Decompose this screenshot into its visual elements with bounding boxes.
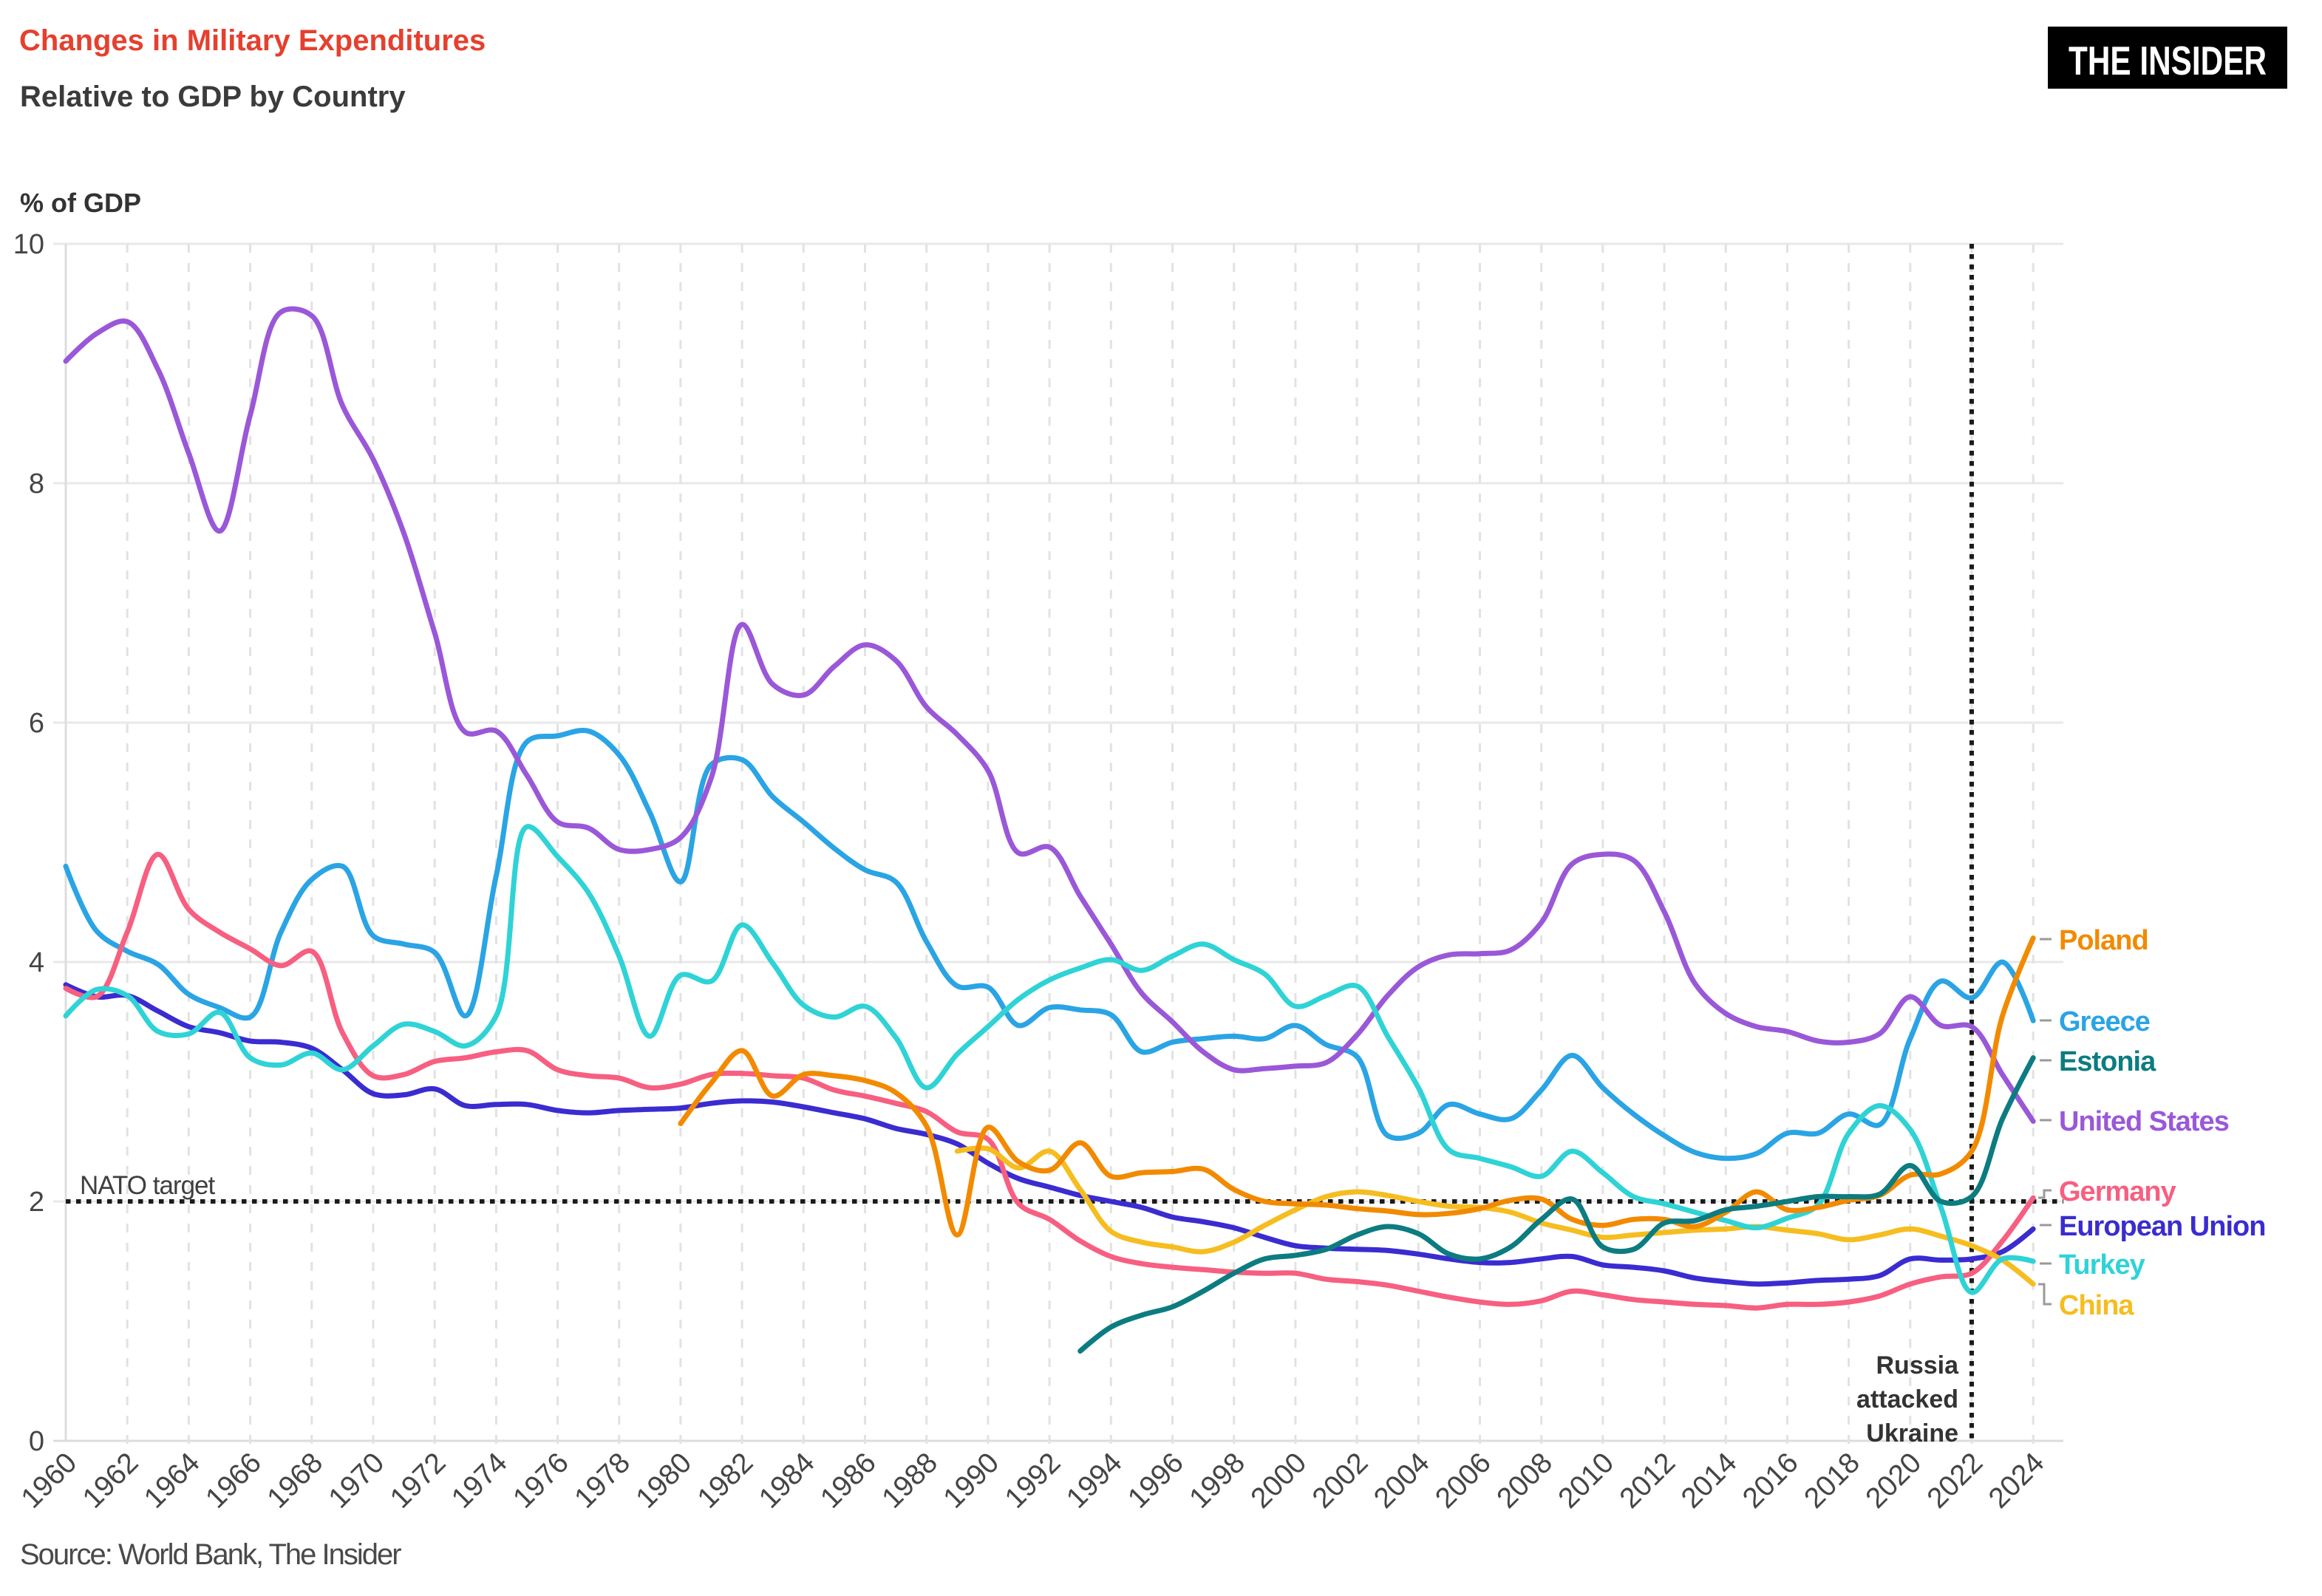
svg-text:1994: 1994 xyxy=(1060,1447,1128,1515)
svg-text:8: 8 xyxy=(29,468,44,499)
svg-text:2002: 2002 xyxy=(1307,1447,1375,1515)
svg-text:Greece: Greece xyxy=(2059,1006,2150,1037)
svg-text:6: 6 xyxy=(29,708,44,739)
svg-text:2008: 2008 xyxy=(1491,1447,1559,1515)
svg-text:1996: 1996 xyxy=(1122,1447,1190,1515)
svg-text:1980: 1980 xyxy=(630,1447,698,1515)
svg-text:1964: 1964 xyxy=(138,1447,206,1515)
svg-text:China: China xyxy=(2059,1290,2134,1321)
svg-text:1970: 1970 xyxy=(323,1447,391,1515)
svg-text:United States: United States xyxy=(2059,1106,2229,1137)
svg-text:1966: 1966 xyxy=(200,1447,268,1515)
svg-text:attacked: attacked xyxy=(1856,1385,1958,1413)
svg-text:2000: 2000 xyxy=(1245,1447,1313,1515)
svg-text:European Union: European Union xyxy=(2059,1211,2265,1242)
svg-text:1988: 1988 xyxy=(876,1447,944,1515)
svg-text:1960: 1960 xyxy=(16,1447,84,1515)
svg-text:Germany: Germany xyxy=(2059,1176,2176,1207)
svg-text:0: 0 xyxy=(29,1426,44,1457)
svg-text:1986: 1986 xyxy=(814,1447,882,1515)
svg-text:2: 2 xyxy=(29,1187,44,1218)
svg-text:2004: 2004 xyxy=(1368,1447,1436,1515)
svg-text:Russia: Russia xyxy=(1876,1351,1960,1380)
svg-text:2012: 2012 xyxy=(1614,1447,1682,1515)
svg-text:2018: 2018 xyxy=(1798,1447,1866,1515)
svg-text:1998: 1998 xyxy=(1183,1447,1251,1515)
svg-text:1992: 1992 xyxy=(999,1447,1067,1515)
svg-text:2024: 2024 xyxy=(1983,1447,2051,1515)
svg-text:NATO target: NATO target xyxy=(80,1171,215,1200)
svg-text:1982: 1982 xyxy=(692,1447,760,1515)
svg-text:1974: 1974 xyxy=(446,1447,514,1515)
svg-text:2006: 2006 xyxy=(1429,1447,1497,1515)
svg-text:1972: 1972 xyxy=(384,1447,452,1515)
svg-text:4: 4 xyxy=(29,947,44,978)
svg-text:THE INSIDER: THE INSIDER xyxy=(2069,38,2267,83)
svg-text:Estonia: Estonia xyxy=(2059,1046,2156,1077)
svg-text:1978: 1978 xyxy=(568,1447,636,1515)
svg-text:Turkey: Turkey xyxy=(2059,1249,2145,1280)
svg-text:10: 10 xyxy=(13,229,44,260)
svg-text:1990: 1990 xyxy=(938,1447,1006,1515)
svg-text:2022: 2022 xyxy=(1921,1447,1989,1515)
svg-text:Poland: Poland xyxy=(2059,925,2148,956)
svg-text:Ukraine: Ukraine xyxy=(1866,1419,1958,1447)
svg-text:2014: 2014 xyxy=(1675,1447,1743,1515)
svg-text:2020: 2020 xyxy=(1859,1447,1927,1515)
svg-text:2016: 2016 xyxy=(1737,1447,1805,1515)
svg-text:1984: 1984 xyxy=(753,1447,821,1515)
svg-text:1968: 1968 xyxy=(261,1447,329,1515)
svg-text:1962: 1962 xyxy=(77,1447,145,1515)
svg-text:2010: 2010 xyxy=(1552,1447,1620,1515)
svg-text:1976: 1976 xyxy=(507,1447,575,1515)
